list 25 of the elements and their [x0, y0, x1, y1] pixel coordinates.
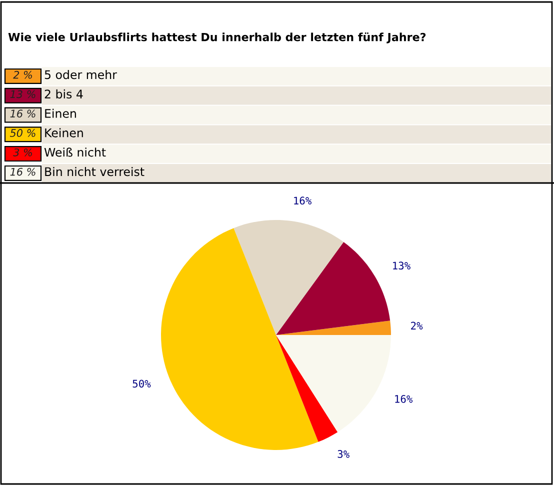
legend-label: Keinen: [45, 128, 83, 138]
chart-title: Wie viele Urlaubsflirts hattest Du innerhalb der letzten fünf Jahre?: [8, 32, 426, 44]
pie-slice: [276, 320, 391, 335]
pie-slice: [234, 220, 344, 335]
legend-label: Einen: [45, 108, 76, 118]
data-label: 2%: [411, 322, 423, 330]
data-label: 16%: [395, 394, 413, 403]
text: 50 %: [10, 129, 36, 137]
text: 13 %: [10, 90, 36, 98]
data-label: 50%: [132, 380, 151, 388]
pie-slice: [276, 242, 390, 335]
text: 16 %: [10, 110, 36, 118]
text: 16 %: [10, 168, 36, 176]
pie-slice: [161, 228, 318, 450]
pie-slice: [276, 335, 391, 432]
data-label: 13%: [393, 262, 410, 270]
legend-label: 2 bis 4: [44, 89, 83, 99]
pie-slice: [276, 335, 338, 442]
text: 2 %: [13, 70, 32, 79]
legend-label: Weiß nicht: [44, 148, 106, 157]
text: 3 %: [13, 148, 32, 156]
data-label: 16%: [294, 196, 312, 205]
legend-label: Bin nicht verreist: [45, 166, 144, 176]
legend-label: 5 oder mehr: [44, 70, 117, 80]
data-label: 3%: [338, 450, 350, 458]
